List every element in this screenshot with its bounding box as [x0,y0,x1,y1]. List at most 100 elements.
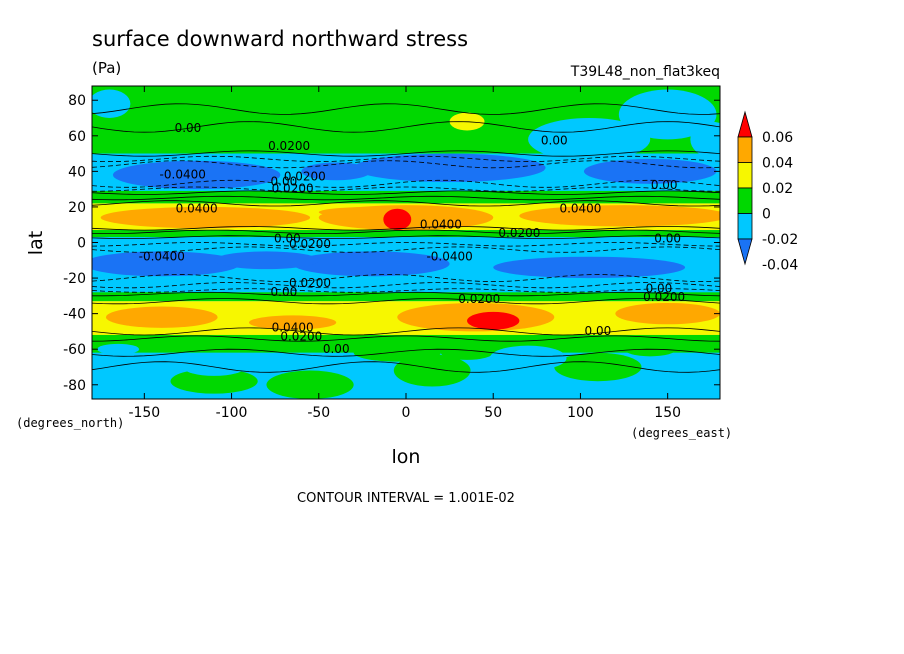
field-blob [112,160,281,190]
contour-line [92,190,720,195]
contour-line [92,288,720,293]
x-tick-label: -150 [128,405,160,421]
field-blob [292,251,450,277]
run-label: T39L48_non_flat3keq [570,64,720,80]
contour-label: 0.00 [323,342,350,356]
field-blob [393,354,471,387]
colorbar-label: 0.04 [762,156,793,172]
colorbar-segment [737,162,753,189]
chart-units: (Pa) [92,59,121,77]
y-tick-label: 0 [77,236,86,252]
colorbar-label: 0 [762,207,771,223]
contour-line [92,335,720,342]
colorbar-label: 0.02 [762,181,793,197]
x-axis-label: lon [392,446,421,468]
field-band [92,334,720,353]
contour-line [92,229,720,234]
field-band [92,292,720,302]
y-tick-label: -20 [63,271,86,287]
contour-line [92,327,720,336]
chart-title: surface downward northward stress [92,27,468,51]
field-blob [214,251,319,270]
contour-line [92,155,720,163]
field-blob [440,345,494,360]
y-axis: -80 -60 -40 -20 0 20 40 60 80 [63,93,720,394]
contour-label: 0.00 [651,178,678,192]
field-blob [618,89,717,140]
x-tick-label: -50 [307,405,330,421]
contour-label: 0.0400 [272,320,314,334]
x-tick-label: 150 [654,405,681,421]
contour-label: -0.0400 [160,167,206,181]
field-blob [301,162,372,181]
contour-line [92,160,720,169]
field-blob [126,292,162,300]
colorbar-segment [737,136,753,163]
x-tick-label: 50 [484,405,502,421]
y-tick-label: -60 [63,342,86,358]
contour-label: 0.0400 [559,201,601,215]
field-blob [100,206,311,229]
contour-label: 0.00 [271,175,298,189]
colorbar-segment [737,187,753,214]
colorbar-label: 0.06 [762,130,793,146]
field-blob [266,370,354,399]
field-blob [97,343,140,355]
contour-line [92,291,720,297]
y-tick-label: 80 [68,93,86,109]
field-blob [249,315,337,330]
contour-line [92,242,720,247]
contour-label: 0.00 [271,285,298,299]
contour-label: 0.00 [585,324,612,338]
contour-label: 0.0200 [268,139,310,153]
contour-interval-note: CONTOUR INTERVAL = 1.001E-02 [297,491,515,506]
contour-label: 0.0400 [176,201,218,215]
field-blob [528,118,651,161]
contour-line [92,282,720,289]
contour-line [92,348,720,357]
field-blob [467,311,520,330]
field-blob [92,89,131,119]
contour-line [92,179,720,188]
contour-label: 0.0200 [289,276,331,290]
colorbar-extend-min [737,238,753,266]
contour-label: 0.0200 [280,329,322,343]
contour-label: 0.00 [654,232,681,246]
contour-line [92,274,720,283]
field-blob [383,208,412,231]
y-tick-label: 40 [68,164,86,180]
field-blob [353,343,441,362]
contour-line [92,361,720,373]
contour-label: 0.00 [646,281,673,295]
field-blob [105,306,218,328]
contour-line [92,150,720,157]
colorbar-label: -0.04 [762,258,798,274]
contour-label: 0.00 [175,121,202,135]
contour-label: 0.0200 [498,226,540,240]
y-unit-label: (degrees_north) [16,416,124,430]
contour-label: 0.0200 [284,169,326,183]
contour-label: 0.0400 [420,217,462,231]
contour-label: 0.0200 [643,290,685,304]
field-blob [353,153,546,183]
contour-line [92,103,720,115]
colorbar: 0.06 0.04 0.02 0 -0.02 -0.04 [737,110,798,274]
contour-line [92,121,720,133]
contour-label: 0.00 [274,232,301,246]
contour-label: -0.0400 [426,249,472,263]
contour-label: 0.0200 [458,292,500,306]
colorbar-extend-max [737,110,753,138]
y-axis-label: lat [25,231,47,255]
y-tick-label: -40 [63,307,86,323]
field-blob [493,256,686,279]
colorbar-segment [737,213,753,240]
field-blob [92,251,241,277]
y-tick-label: 20 [68,200,86,216]
field-blob [690,121,720,158]
contour-line [92,235,720,239]
field-band [92,230,720,238]
contour-line [92,186,720,192]
field-blob [519,205,720,227]
